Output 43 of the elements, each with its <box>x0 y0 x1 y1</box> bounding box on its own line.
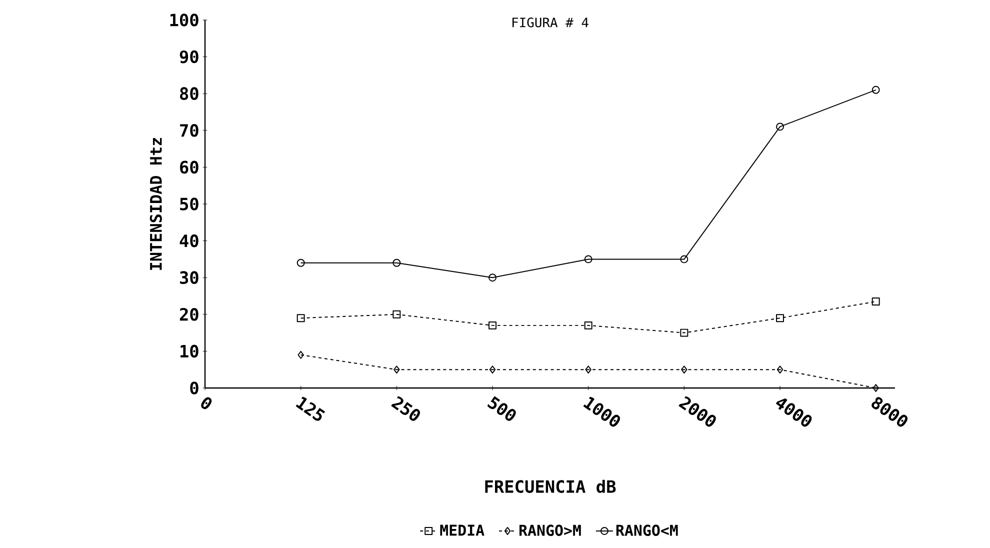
point <box>872 86 880 94</box>
y-tick-label: 80 <box>180 87 198 100</box>
point <box>298 350 304 359</box>
point <box>296 258 305 267</box>
point <box>872 384 879 392</box>
point <box>584 255 592 264</box>
point <box>872 298 880 306</box>
point <box>392 258 401 267</box>
y-tick-label: 0 <box>190 382 198 394</box>
point <box>680 255 688 264</box>
legend-label: RANGO>M <box>519 524 581 536</box>
y-axis-title: INTENSIDAD Htz <box>150 138 162 270</box>
y-tick-label: 50 <box>180 198 198 210</box>
x-tick-label: 125 <box>296 396 326 421</box>
x-tick-label: 0 <box>201 397 212 410</box>
point <box>489 366 496 374</box>
legend-label: RANGO<M <box>616 524 678 536</box>
y-tick-label: 30 <box>180 271 198 284</box>
point <box>488 321 496 330</box>
chart-title: FIGURA # 4 <box>512 18 588 28</box>
y-tick-label: 100 <box>170 14 198 26</box>
point <box>585 366 592 374</box>
x-tick-label: 250 <box>391 396 420 421</box>
x-axis-title: FRECUENCIA dB <box>485 480 616 493</box>
point <box>776 366 784 374</box>
point <box>584 321 592 330</box>
y-tick-label: 20 <box>180 308 198 321</box>
point <box>680 328 688 337</box>
y-tick-label: 60 <box>180 160 198 174</box>
y-tick-label: 40 <box>180 234 198 248</box>
point <box>392 310 401 318</box>
point <box>776 314 784 322</box>
y-tick-label: 90 <box>180 50 198 64</box>
point <box>394 366 400 374</box>
point <box>488 274 496 282</box>
point <box>296 314 305 322</box>
y-tick-label: 70 <box>180 124 198 137</box>
point <box>776 122 784 131</box>
y-tick-label: 10 <box>180 344 198 358</box>
legend-label: MEDIA <box>440 524 484 536</box>
x-tick-label: 4000 <box>776 398 812 427</box>
point <box>681 366 688 374</box>
x-tick-label: 500 <box>487 396 516 421</box>
